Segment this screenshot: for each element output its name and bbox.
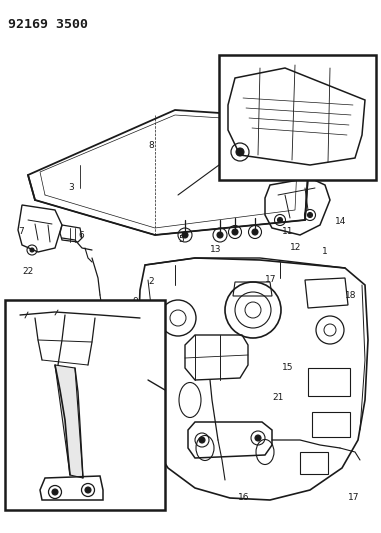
Text: 17: 17: [98, 494, 109, 503]
Text: 92169 3500: 92169 3500: [8, 18, 88, 31]
Circle shape: [277, 217, 282, 222]
Text: 7: 7: [18, 228, 24, 237]
Text: 4: 4: [128, 318, 134, 327]
Text: 2: 2: [148, 278, 154, 287]
Bar: [219, 55, 376, 180]
Circle shape: [252, 229, 258, 235]
Text: 10: 10: [230, 150, 242, 159]
Text: 17: 17: [265, 276, 277, 285]
Circle shape: [217, 232, 223, 238]
Circle shape: [182, 232, 188, 238]
Text: 3: 3: [68, 183, 74, 192]
Text: 8: 8: [148, 141, 154, 149]
Circle shape: [199, 437, 205, 443]
Text: 14: 14: [335, 217, 346, 227]
Polygon shape: [55, 365, 83, 478]
Circle shape: [85, 487, 91, 493]
Text: 9: 9: [132, 297, 138, 306]
Circle shape: [232, 229, 238, 235]
Text: 22: 22: [22, 268, 33, 277]
Text: 17: 17: [348, 494, 360, 503]
Circle shape: [30, 248, 34, 252]
Bar: [312, 412, 350, 437]
Text: 20: 20: [118, 457, 130, 466]
Circle shape: [236, 148, 244, 156]
Text: 16: 16: [238, 494, 250, 503]
Bar: [5, 300, 165, 510]
Circle shape: [255, 435, 261, 441]
Circle shape: [307, 213, 312, 217]
Text: 6: 6: [78, 230, 84, 239]
Text: 1: 1: [322, 247, 328, 256]
Bar: [308, 368, 350, 396]
Text: 12: 12: [290, 244, 301, 253]
Text: 19: 19: [22, 500, 34, 510]
Text: 8: 8: [265, 68, 271, 77]
Text: 15: 15: [282, 364, 293, 373]
Circle shape: [52, 489, 58, 495]
Circle shape: [102, 316, 107, 320]
Text: 18: 18: [345, 290, 357, 300]
Text: 11: 11: [282, 228, 293, 237]
Text: 13: 13: [210, 246, 221, 254]
Text: 5: 5: [178, 236, 184, 245]
Bar: [300, 452, 328, 474]
Text: 21: 21: [272, 393, 283, 402]
